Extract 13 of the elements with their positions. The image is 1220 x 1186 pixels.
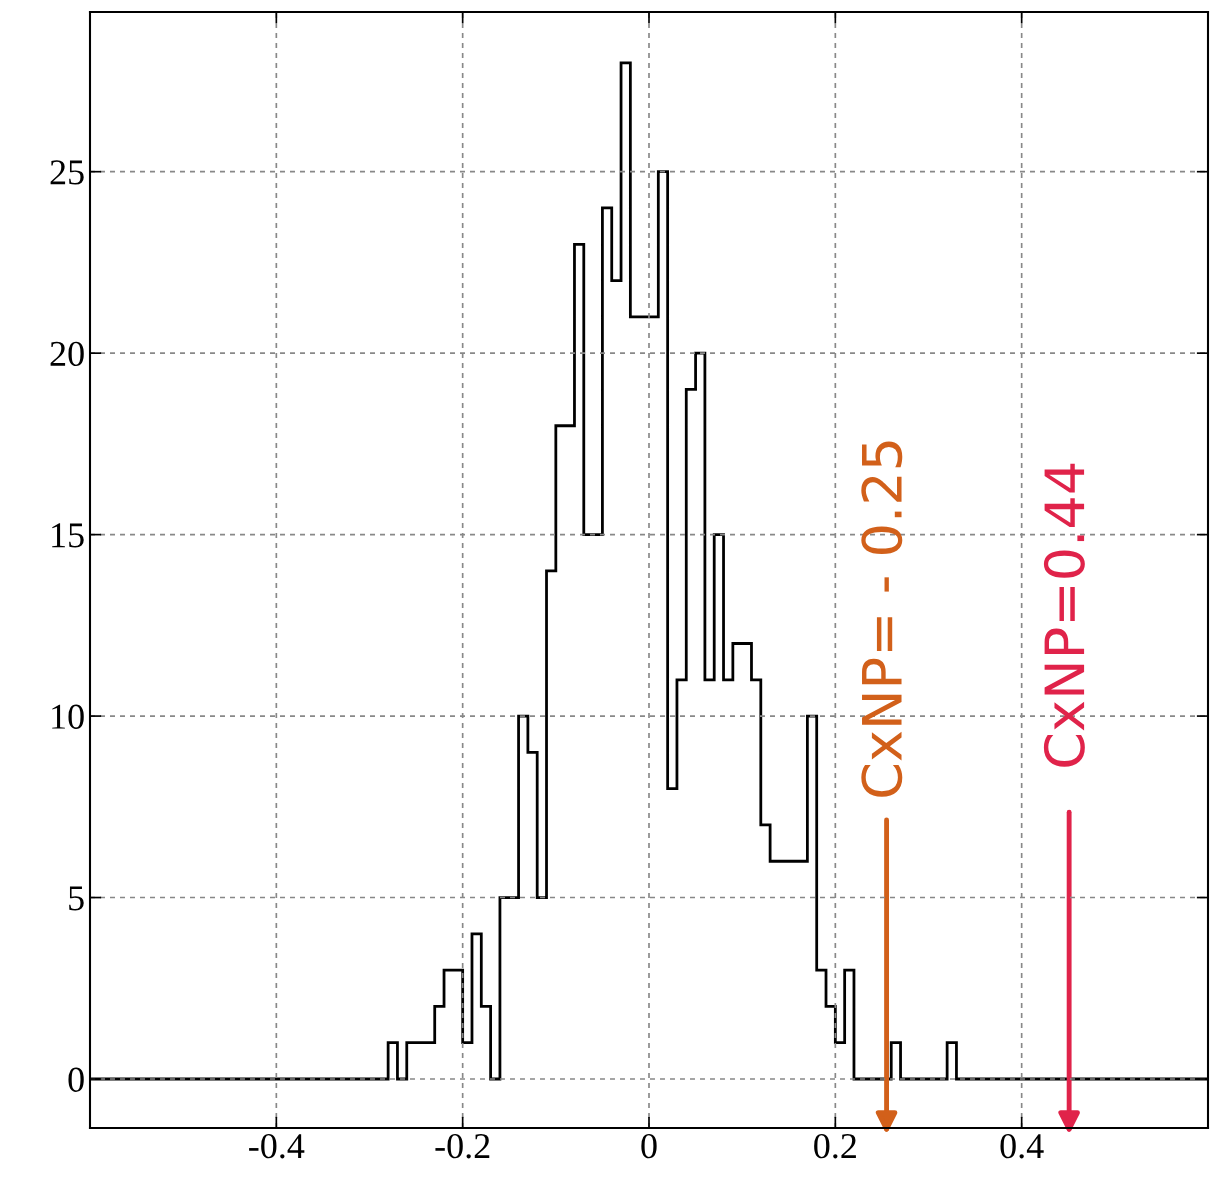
x-tick-label: 0.2 — [814, 1133, 856, 1159]
x-tick-label: -0.2 — [435, 1133, 490, 1159]
y-tick-label: 25 — [50, 160, 84, 185]
y-tick-label: 0 — [68, 1067, 84, 1092]
x-tick-label: 0.4 — [1000, 1133, 1044, 1159]
annotation: CxNP=0.44 — [1043, 463, 1085, 767]
x-tick-label: 0 — [641, 1133, 657, 1159]
y-tick-label: 15 — [52, 523, 84, 548]
y-tick-label: 10 — [52, 704, 84, 729]
y-tick-label: 5 — [69, 886, 84, 911]
annotation: CxNP= - 0.25 — [861, 441, 903, 797]
y-tick-label: 20 — [50, 341, 84, 367]
x-tick-label: -0.4 — [249, 1133, 305, 1159]
